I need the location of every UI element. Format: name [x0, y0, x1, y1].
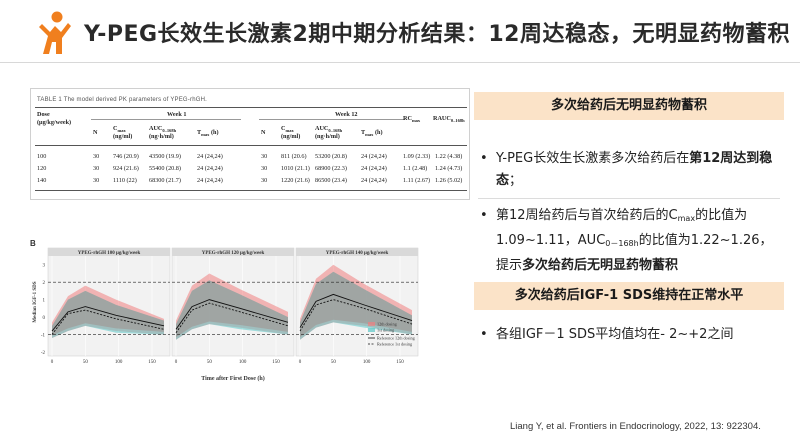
- y-tick-label: 0: [43, 316, 46, 321]
- col-n-w1: N: [93, 129, 98, 136]
- bullet-igf1-range: • 各组IGF－1 SDS平均值均在- 2~+2之间: [478, 324, 784, 346]
- x-tick-label: 0: [299, 360, 302, 365]
- week12-header: Week 12: [335, 111, 358, 118]
- line-12th-dosing: [299, 293, 413, 328]
- banner-igf1-normal: 多次给药后IGF-1 SDS维持在正常水平: [474, 282, 784, 310]
- facet-title: YPEG-rhGH 100 μg/kg/week: [78, 251, 141, 256]
- y-tick-label: -1: [41, 334, 46, 339]
- line-12th-dosing: [51, 306, 165, 332]
- facet-strip: [296, 248, 418, 256]
- x-tick-label: 50: [207, 360, 213, 365]
- x-tick-label: 100: [239, 360, 247, 365]
- citation: Liang Y, et al. Frontiers in Endocrinolo…: [510, 421, 761, 432]
- col-cmax-unit-w12: (ng/ml): [281, 133, 301, 140]
- bullet-steady-state: • Y-PEG长效生长激素多次给药后在第12周达到稳态；: [478, 148, 784, 192]
- col-cmax-w1: Cmax: [113, 125, 126, 134]
- legend-text-ref-1st: Reference 1st dosing: [377, 342, 413, 347]
- bullet-dot: •: [480, 327, 488, 342]
- col-auc-unit-w12: (ng·h/ml): [315, 133, 340, 140]
- x-tick-label: 50: [83, 360, 89, 365]
- pk-table: TABLE 1 The model derived PK parameters …: [30, 88, 470, 200]
- bullet-divider: [478, 198, 780, 199]
- table-rule-bottom: [35, 190, 467, 191]
- band-overlap: [176, 280, 288, 338]
- x-tick-label: 0: [51, 360, 54, 365]
- col-rauc: RAUC0–168h: [433, 115, 465, 124]
- col-cmax-unit-w1: (ng/ml): [113, 133, 133, 140]
- col-tmax-w1: Tmax (h): [197, 129, 219, 138]
- facet-strip: [172, 248, 294, 256]
- y-tick-label: 3: [43, 264, 46, 269]
- dose-unit-header: (μg/kg/week): [37, 119, 72, 126]
- col-auc-w1: AUC0–168h: [149, 125, 177, 134]
- x-tick-label: 150: [396, 360, 404, 365]
- igf1-chart-panel: B Median IGF-1 SDS YPEG-rhGH 100 μg/kg/wee…: [30, 238, 448, 384]
- banner-no-accumulation: 多次给药后无明显药物蓄积: [474, 92, 784, 120]
- facet-title: YPEG-rhGH 120 μg/kg/week: [202, 251, 265, 256]
- y-tick-label: 1: [43, 299, 46, 304]
- line-1st-dosing: [175, 302, 289, 334]
- col-rcmax: RCmax: [403, 115, 421, 124]
- x-tick-label: 100: [115, 360, 123, 365]
- legend-text-ref-12th: Reference 12th dosing: [377, 336, 416, 341]
- legend-swatch-1st: [368, 328, 375, 332]
- y-axis-label: Median IGF-1 SDS: [33, 281, 38, 322]
- week1-header: Week 1: [167, 111, 187, 118]
- col-auc-unit-w1: (ng·h/ml): [149, 133, 174, 140]
- x-tick-label: 150: [272, 360, 280, 365]
- legend-label-1st: 1st dosing: [377, 328, 395, 333]
- line-12th-dosing: [175, 299, 289, 330]
- logo-icon: [39, 11, 71, 54]
- table-caption: TABLE 1 The model derived PK parameters …: [37, 97, 208, 103]
- legend-label-12th: 12th dosing: [377, 322, 398, 327]
- chart-panel-label: B: [30, 239, 36, 248]
- igf1-chart: B Median IGF-1 SDS YPEG-rhGH 100 μg/kg/wee…: [30, 239, 419, 382]
- bullet-list-igf1: • 各组IGF－1 SDS平均值均在- 2~+2之间: [478, 324, 784, 346]
- x-tick-label: 100: [363, 360, 371, 365]
- col-auc-w12: AUC0–168h: [315, 125, 343, 134]
- band-overlap: [300, 271, 412, 338]
- table-rule-top: [35, 107, 467, 108]
- x-tick-label: 0: [175, 360, 178, 365]
- facet-title: YPEG-rhGH 140 μg/kg/week: [326, 251, 389, 256]
- bullet-list-pk: • Y-PEG长效生长激素多次给药后在第12周达到稳态； • 第12周给药后与首次给…: [478, 148, 784, 277]
- col-cmax-w12: Cmax: [281, 125, 294, 134]
- x-axis-label: Time after First Dose (h): [201, 375, 264, 382]
- bullet-dot: •: [480, 151, 488, 166]
- y-tick-label: 2: [43, 281, 46, 286]
- facet-strip: [48, 248, 170, 256]
- x-tick-label: 50: [331, 360, 337, 365]
- title-divider: [0, 62, 800, 63]
- page-title: Y-PEG长效生长激素2期中期分析结果：12周达稳态，无明显药物蓄积: [84, 22, 790, 47]
- bullet-ratio: • 第12周给药后与首次给药后的Cmax的比值为1.09~1.11，AUC0－16…: [478, 205, 784, 277]
- week1-underline: [91, 119, 241, 120]
- y-tick-label: -2: [41, 351, 46, 356]
- x-tick-label: 150: [148, 360, 156, 365]
- col-tmax-w12: Tmax (h): [361, 129, 383, 138]
- bullet-dot: •: [480, 208, 488, 223]
- dose-header: Dose: [37, 111, 50, 118]
- line-1st-dosing: [51, 309, 165, 335]
- col-n-w12: N: [261, 129, 266, 136]
- week12-underline: [259, 119, 405, 120]
- legend-swatch-12th: [368, 322, 375, 326]
- table-rule-mid: [35, 145, 467, 146]
